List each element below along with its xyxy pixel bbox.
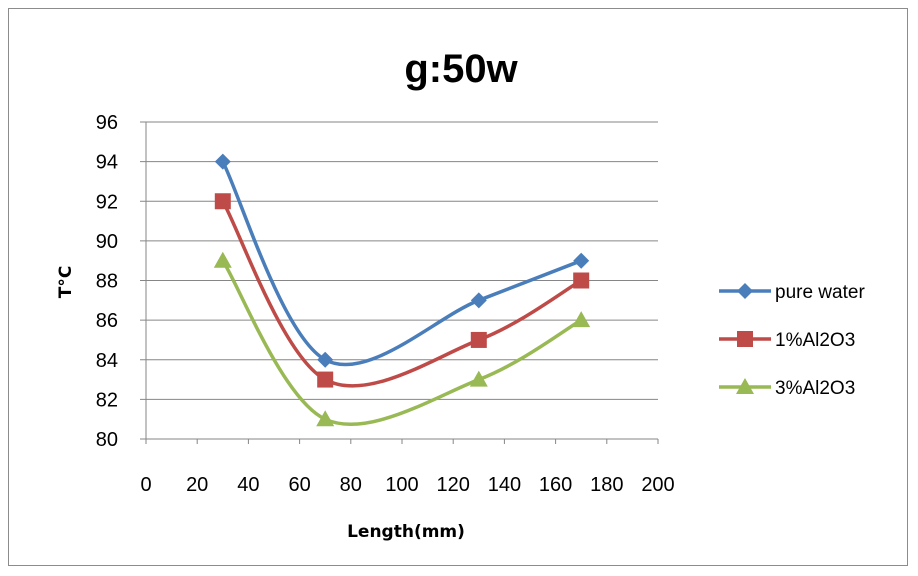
legend-item: pure water — [719, 282, 865, 303]
series-line — [221, 199, 583, 388]
data-point — [213, 251, 232, 268]
legend-label: 1%Al2O3 — [775, 330, 855, 351]
x-tick-label: 0 — [140, 474, 151, 496]
series-line — [221, 258, 583, 426]
series-1 — [214, 153, 590, 368]
y-tick-label: 80 — [96, 429, 118, 451]
x-axis-title: Length(mm) — [347, 522, 465, 542]
x-tick-label: 80 — [340, 474, 362, 496]
x-tick-label: 160 — [539, 474, 572, 496]
data-point — [214, 153, 231, 170]
x-tick-label: 120 — [437, 474, 470, 496]
chart-frame — [8, 8, 908, 566]
data-point — [573, 252, 590, 269]
legend-item: 3%Al2O3 — [719, 378, 855, 399]
y-tick-label: 84 — [96, 350, 118, 372]
y-tick-label: 92 — [96, 191, 118, 213]
y-axis-ticks: 96 94 92 90 88 86 84 82 80 — [96, 112, 146, 451]
data-point — [470, 331, 487, 348]
x-tick-label: 20 — [186, 474, 208, 496]
data-point — [470, 292, 487, 309]
y-axis-title: T°C — [56, 266, 76, 299]
y-tick-label: 90 — [96, 231, 118, 253]
series-2 — [214, 193, 590, 388]
series-group — [213, 153, 591, 427]
data-point — [572, 311, 591, 328]
data-point — [573, 272, 590, 289]
x-tick-label: 100 — [385, 474, 418, 496]
x-tick-label: 180 — [590, 474, 623, 496]
y-tick-label: 88 — [96, 271, 118, 293]
x-tick-label: 60 — [288, 474, 310, 496]
data-point — [214, 193, 231, 210]
gridlines — [146, 121, 658, 400]
chart-title: g:50w — [404, 47, 518, 91]
legend-label: pure water — [775, 282, 865, 303]
y-tick-label: 86 — [96, 310, 118, 332]
legend-item: 1%Al2O3 — [719, 330, 855, 351]
x-tick-label: 140 — [488, 474, 521, 496]
y-tick-label: 96 — [96, 112, 118, 134]
series-3 — [213, 251, 591, 427]
x-tick-label: 200 — [641, 474, 674, 496]
y-tick-label: 94 — [96, 152, 118, 174]
y-tick-label: 82 — [96, 389, 118, 411]
data-point — [317, 371, 334, 388]
legend-label: 3%Al2O3 — [775, 378, 855, 399]
data-point — [317, 351, 334, 368]
data-point — [316, 410, 335, 427]
legend: pure water 1%Al2O3 3%Al2O3 — [719, 282, 865, 399]
legend-marker — [737, 331, 753, 347]
x-tick-label: 40 — [237, 474, 259, 496]
series-line — [221, 159, 583, 367]
legend-marker — [736, 378, 754, 394]
x-axis-ticks: 0 20 40 60 80 100 120 140 160 180 200 — [140, 439, 675, 496]
data-point — [469, 370, 488, 387]
legend-marker — [737, 283, 753, 299]
